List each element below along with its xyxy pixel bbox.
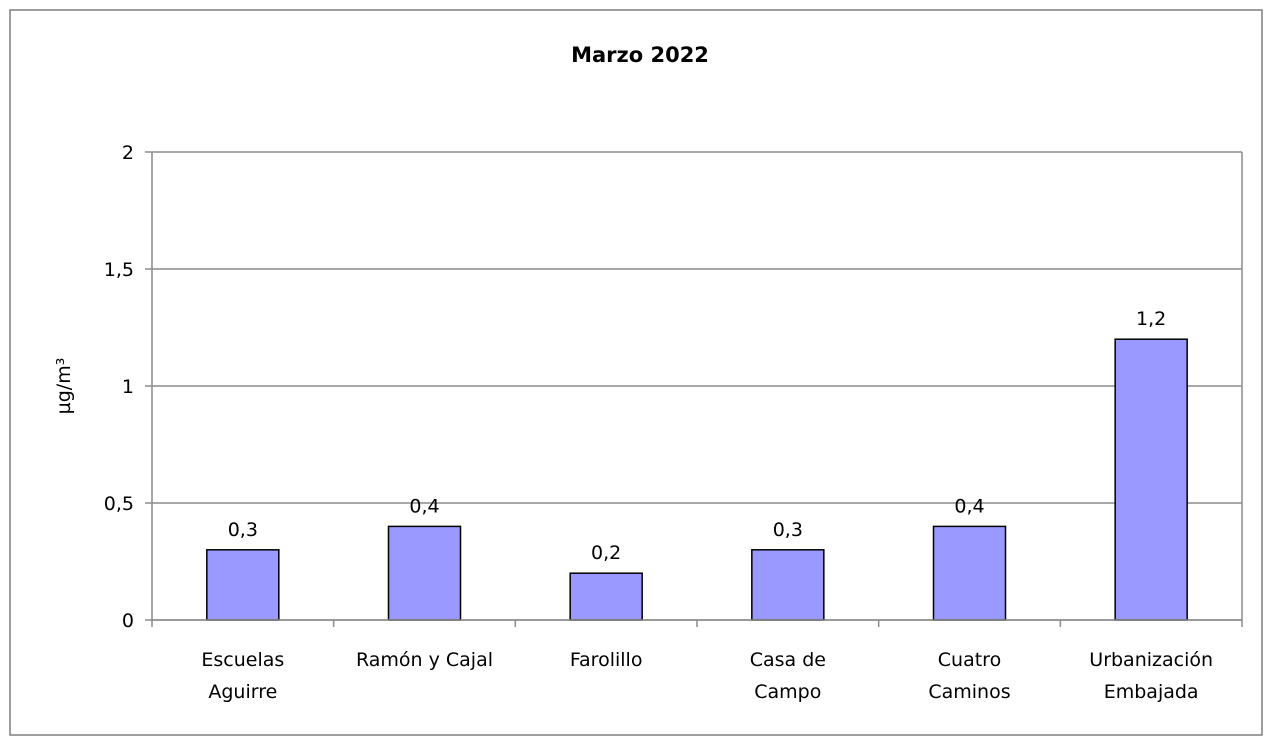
data-label: 0,3 — [773, 519, 803, 541]
data-label: 1,2 — [1136, 308, 1166, 330]
x-tick-label: Casa de Campo — [750, 649, 826, 703]
bar — [206, 549, 280, 621]
chart-border — [9, 9, 1263, 736]
data-label: 0,2 — [591, 542, 621, 564]
bar — [387, 525, 462, 621]
data-label: 0,4 — [954, 495, 984, 517]
bar — [1114, 338, 1188, 621]
y-tick-label: 2 — [122, 142, 134, 164]
y-tick-label: 0,5 — [104, 493, 134, 515]
data-label: 0,3 — [228, 519, 258, 541]
bar — [569, 572, 643, 621]
x-tick-label: Ramón y Cajal — [356, 649, 493, 671]
y-tick-label: 1,5 — [104, 259, 134, 281]
data-label: 0,4 — [409, 495, 439, 517]
x-tick-label: Cuatro Caminos — [928, 649, 1010, 703]
chart-title: Marzo 2022 — [571, 43, 709, 67]
x-tick-label: Farolillo — [570, 649, 643, 671]
x-tick-label: Escuelas Aguirre — [201, 649, 284, 703]
y-tick-label: 1 — [122, 376, 134, 398]
y-axis-label: µg/m³ — [53, 358, 75, 415]
bar — [751, 549, 825, 621]
y-tick-label: 0 — [122, 610, 134, 632]
x-tick-label: Urbanización Embajada — [1089, 649, 1213, 703]
bar — [932, 525, 1007, 621]
